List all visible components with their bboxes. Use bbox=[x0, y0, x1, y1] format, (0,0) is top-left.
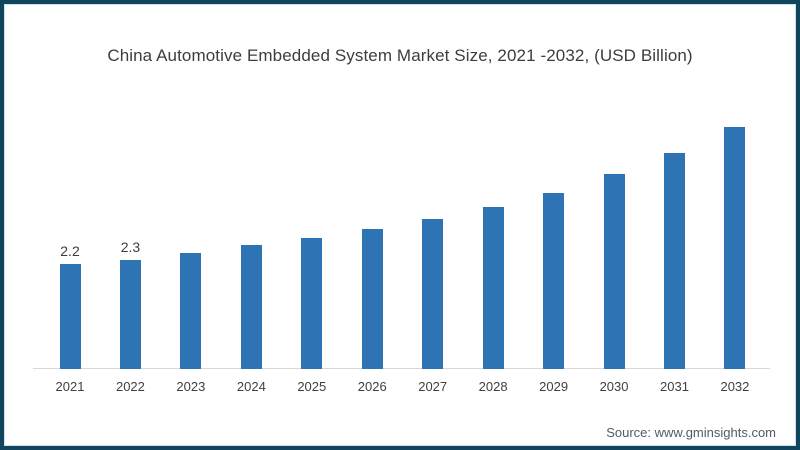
bar-2032 bbox=[724, 127, 746, 369]
x-tick-label-2029: 2029 bbox=[539, 379, 569, 394]
bar-2024 bbox=[240, 245, 262, 369]
source-note: Source: www.gminsights.com bbox=[606, 425, 776, 440]
x-tick-label-2021: 2021 bbox=[55, 379, 85, 394]
bar-2025 bbox=[301, 238, 323, 369]
x-axis-line bbox=[33, 368, 770, 369]
x-tick-label-2028: 2028 bbox=[478, 379, 508, 394]
x-tick-label-2023: 2023 bbox=[176, 379, 206, 394]
bar-2021 bbox=[59, 264, 81, 369]
x-tick-label-2030: 2030 bbox=[599, 379, 629, 394]
chart-title: China Automotive Embedded System Market … bbox=[107, 46, 693, 65]
data-label-2022: 2.3 bbox=[120, 239, 141, 255]
x-tick-label-2031: 2031 bbox=[660, 379, 689, 394]
bar-2022 bbox=[119, 260, 141, 369]
data-label-2021: 2.2 bbox=[60, 243, 80, 259]
x-tick-label-2024: 2024 bbox=[236, 379, 266, 394]
x-tick-label-2027: 2027 bbox=[418, 379, 448, 394]
bar-2026 bbox=[361, 229, 383, 369]
bar-2028 bbox=[482, 207, 504, 369]
bar-2023 bbox=[180, 253, 202, 369]
bar-2029 bbox=[543, 193, 565, 369]
bar-2027 bbox=[422, 219, 444, 369]
x-tick-label-2026: 2026 bbox=[357, 379, 387, 394]
bar-2030 bbox=[603, 174, 625, 369]
x-tick-label-2032: 2032 bbox=[720, 379, 750, 394]
bar-2031 bbox=[664, 153, 685, 369]
x-tick-label-2025: 2025 bbox=[297, 379, 327, 394]
x-tick-label-2022: 2022 bbox=[115, 379, 145, 394]
